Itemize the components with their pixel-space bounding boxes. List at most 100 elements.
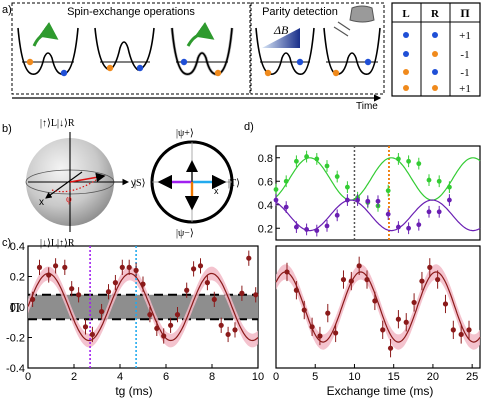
time-label: Time <box>356 101 378 112</box>
fit-confidence-band <box>276 264 480 350</box>
data-point <box>395 316 401 322</box>
data-point <box>154 325 160 331</box>
data-point <box>372 298 378 304</box>
x-tick-label: 8 <box>209 371 215 383</box>
data-point <box>293 287 299 293</box>
data-point <box>273 187 279 192</box>
circle-top-label: |ψ+⟩ <box>176 128 194 139</box>
parity-table: L R Π +1 -1 -1 +1 <box>391 2 481 97</box>
data-point <box>232 327 238 333</box>
bloch-y-label: y <box>131 178 136 189</box>
field-gradient-wedge <box>262 28 300 48</box>
data-point <box>76 292 82 298</box>
data-point <box>396 224 401 230</box>
x-tick-label: 15 <box>388 371 400 383</box>
data-point <box>133 267 139 273</box>
data-point <box>406 225 411 231</box>
panel-c-yticks: 0.4 0.2 0.0 -0.2 -0.4 <box>6 241 32 375</box>
x-tick-label: 6 <box>163 371 169 383</box>
data-point <box>294 158 299 164</box>
data-point <box>426 177 432 183</box>
panel-b: b) |↑⟩L|↓⟩R |↓⟩L|↑⟩R y x φ |ψ+⟩ |ψ−⟩ |S⟩… <box>2 118 240 249</box>
data-point <box>197 263 204 269</box>
y-tick-label: 0.4 <box>10 241 25 253</box>
data-point <box>314 156 320 162</box>
data-point <box>304 154 309 159</box>
y-tick-label: 0.8 <box>258 153 273 165</box>
table-header-left: L <box>402 8 409 20</box>
panel-e-xlabel: Exchange time (ms) <box>327 384 434 398</box>
data-point <box>253 292 259 298</box>
data-point <box>36 264 43 270</box>
table-row-value: +1 <box>459 30 471 42</box>
x-tick-label: 10 <box>252 371 264 383</box>
fit-curve <box>275 271 481 343</box>
data-point <box>161 333 167 339</box>
data-point <box>89 331 95 338</box>
data-point <box>119 264 125 270</box>
x-tick-label: 2 <box>71 371 77 383</box>
parity-title: Parity detection <box>262 6 338 18</box>
data-point <box>406 158 411 164</box>
panel-c-xticks: 0 2 4 6 8 10 <box>25 364 264 383</box>
well-sequence: ΔB <box>17 5 381 77</box>
parity-detection-box <box>250 2 385 95</box>
data-point <box>324 163 330 169</box>
data-point <box>239 290 245 296</box>
panel-e-frame <box>275 245 481 369</box>
bloch-top-label: |↑⟩L|↓⟩R <box>40 118 75 129</box>
y-tick-label: 0.6 <box>258 176 273 188</box>
x-tick-label: 25 <box>466 371 478 383</box>
data-point <box>168 322 174 328</box>
spin-exchange-box <box>11 2 251 95</box>
data-point <box>385 188 391 194</box>
x-tick-label: 4 <box>117 371 123 383</box>
data-point <box>273 197 279 203</box>
data-point <box>345 197 350 203</box>
data-point <box>396 156 401 162</box>
table-row-value: +1 <box>459 83 471 95</box>
state-vector <box>69 172 106 183</box>
x-tick-label: 10 <box>348 371 360 383</box>
panel-b-label: b) <box>2 123 12 135</box>
data-point <box>301 307 307 313</box>
data-point <box>447 197 452 203</box>
bloch-bottom-label: |↓⟩L|↑⟩R <box>40 238 75 249</box>
data-point <box>325 310 331 316</box>
panel-d: d) 0.8 0.6 0.4 0.2 <box>244 121 481 241</box>
data-point <box>466 327 472 333</box>
data-point <box>147 312 153 318</box>
data-point <box>246 255 252 261</box>
data-point <box>355 197 360 203</box>
panel-e: Exchange time (ms) 0 5 10 15 20 25 <box>273 245 481 398</box>
data-point <box>53 263 59 269</box>
data-point <box>283 178 289 184</box>
data-point <box>334 212 340 218</box>
table-row-value: -1 <box>460 49 469 61</box>
sphere-x-axis <box>45 171 83 199</box>
data-point <box>450 327 456 333</box>
data-point <box>380 327 386 333</box>
table-row-value: -1 <box>460 67 469 79</box>
table-dot <box>432 51 438 57</box>
data-point <box>375 198 381 204</box>
data-point <box>458 331 464 338</box>
data-point <box>294 224 299 230</box>
panel-a: a) Spin-exchange operations Parity detec… <box>2 2 481 112</box>
y-tick-label: 0.4 <box>258 200 273 212</box>
panel-c-label: c) <box>2 237 11 249</box>
data-point <box>411 299 417 306</box>
panel-c-xlabel: tg (ms) <box>115 384 152 398</box>
y-tick-label: 0.0 <box>10 302 25 314</box>
data-point <box>62 264 68 270</box>
table-header-parity: Π <box>460 6 470 20</box>
data-point <box>105 289 112 295</box>
data-point <box>283 204 289 210</box>
table-header-right: R <box>431 8 440 20</box>
data-point <box>348 278 354 284</box>
spin-exchange-title: Spin-exchange operations <box>67 6 195 18</box>
data-point <box>46 272 52 278</box>
data-point <box>447 184 452 190</box>
panel-d-label: d) <box>244 121 254 133</box>
data-point <box>304 227 309 232</box>
